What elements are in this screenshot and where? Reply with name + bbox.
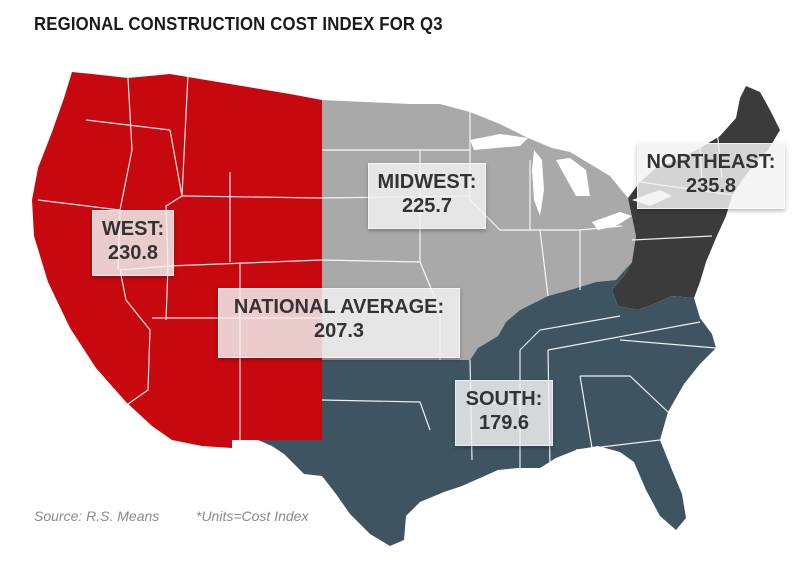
west-label: WEST: <box>101 218 165 240</box>
northeast-value: 235.8 <box>685 175 737 197</box>
south-value: 179.6 <box>478 412 530 434</box>
source-note: Source: R.S. Means <box>34 508 160 524</box>
northeast-label: NORTHEAST: <box>646 151 776 173</box>
region-west <box>32 72 322 448</box>
midwest-value: 225.7 <box>401 195 453 217</box>
units-note: *Units=Cost Index <box>196 508 309 524</box>
chart-title: REGIONAL CONSTRUCTION COST INDEX FOR Q3 <box>34 14 443 34</box>
national-average-label: NATIONAL AVERAGE: <box>233 296 445 318</box>
midwest-label: MIDWEST: <box>377 171 477 193</box>
label-national-average: NATIONAL AVERAGE: 207.3 <box>218 288 460 358</box>
label-midwest: MIDWEST: 225.7 <box>368 163 486 229</box>
label-south: SOUTH: 179.6 <box>455 380 553 446</box>
south-label: SOUTH: <box>465 388 543 410</box>
label-northeast: NORTHEAST: 235.8 <box>637 143 785 209</box>
national-average-value: 207.3 <box>313 320 365 342</box>
label-west: WEST: 230.8 <box>92 210 174 276</box>
west-value: 230.8 <box>107 242 159 264</box>
